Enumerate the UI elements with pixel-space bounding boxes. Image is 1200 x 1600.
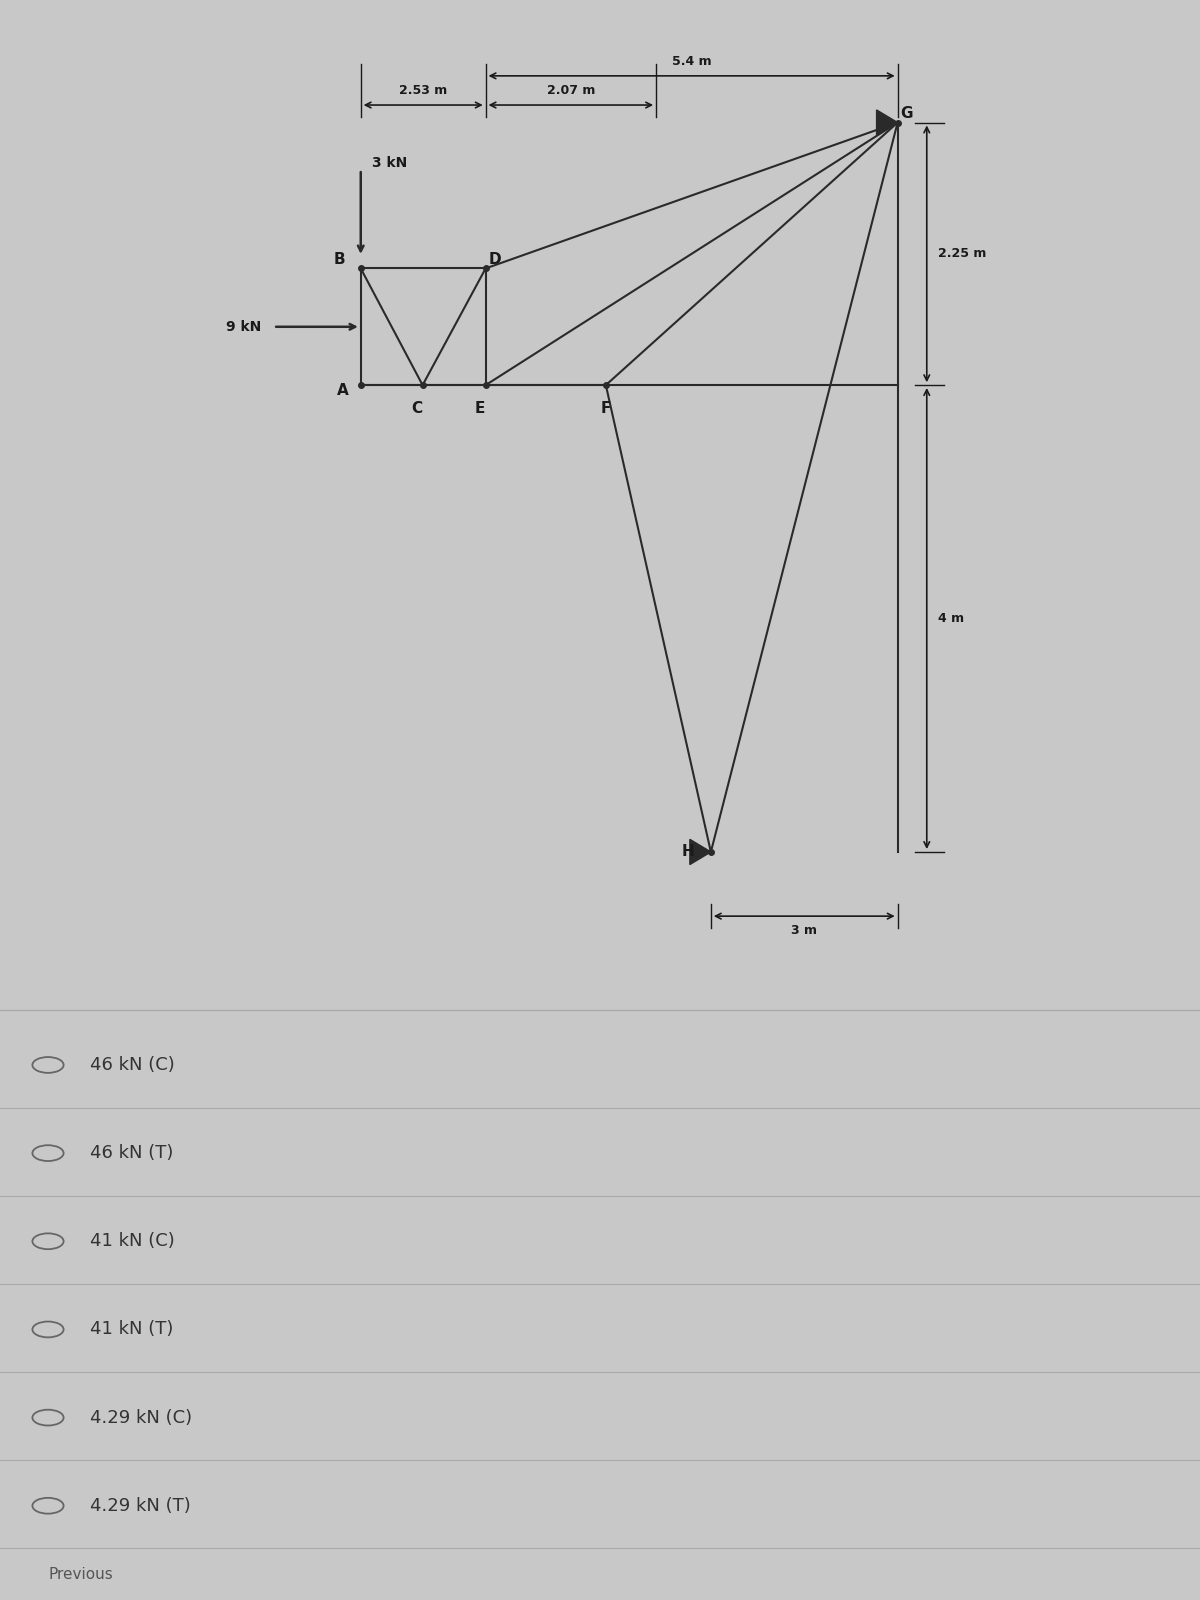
Text: 5.4 m: 5.4 m: [672, 54, 712, 67]
Text: E: E: [475, 402, 485, 416]
Text: 2.53 m: 2.53 m: [400, 83, 448, 98]
Text: H: H: [682, 845, 694, 859]
Text: A: A: [337, 384, 349, 398]
Polygon shape: [690, 840, 710, 864]
Text: 41 kN (C): 41 kN (C): [90, 1232, 175, 1250]
Text: 46 kN (T): 46 kN (T): [90, 1144, 173, 1162]
Text: 4.29 kN (T): 4.29 kN (T): [90, 1496, 191, 1515]
Text: 3 kN: 3 kN: [372, 157, 408, 170]
Text: 2.25 m: 2.25 m: [938, 248, 986, 261]
Text: B: B: [334, 251, 346, 267]
Text: 3 m: 3 m: [791, 925, 817, 938]
Text: D: D: [488, 251, 502, 267]
Text: 9 kN: 9 kN: [227, 320, 262, 334]
Text: C: C: [412, 402, 422, 416]
Polygon shape: [876, 110, 898, 134]
Text: G: G: [901, 106, 913, 120]
Text: 4.29 kN (C): 4.29 kN (C): [90, 1408, 192, 1427]
Text: 2.07 m: 2.07 m: [547, 83, 595, 98]
Text: Previous: Previous: [48, 1566, 113, 1582]
Text: 4 m: 4 m: [938, 613, 965, 626]
Text: 46 kN (C): 46 kN (C): [90, 1056, 175, 1074]
Text: 41 kN (T): 41 kN (T): [90, 1320, 173, 1339]
Text: F: F: [601, 402, 611, 416]
